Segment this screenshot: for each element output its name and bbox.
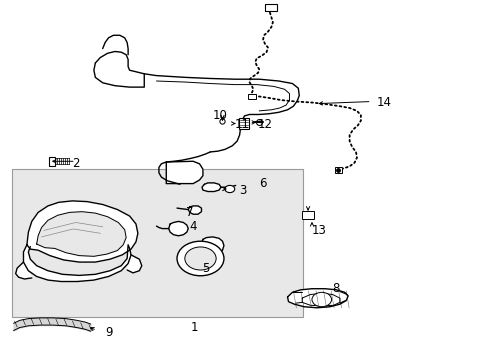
Polygon shape	[168, 221, 188, 236]
Text: 6: 6	[259, 177, 266, 190]
Polygon shape	[202, 183, 221, 192]
Text: 3: 3	[239, 184, 246, 197]
Text: 7: 7	[185, 206, 193, 219]
Text: 10: 10	[212, 109, 227, 122]
Bar	[302, 211, 314, 219]
Polygon shape	[95, 51, 299, 152]
Polygon shape	[27, 201, 138, 262]
Text: 9: 9	[105, 327, 112, 339]
Polygon shape	[102, 35, 128, 55]
Text: 5: 5	[202, 262, 209, 275]
Circle shape	[177, 241, 224, 276]
Text: 11: 11	[234, 118, 249, 131]
Bar	[12, 169, 303, 317]
Circle shape	[311, 292, 331, 307]
Text: 1: 1	[190, 321, 198, 334]
Bar	[334, 167, 342, 173]
Polygon shape	[200, 237, 224, 254]
Text: 8: 8	[332, 282, 339, 294]
Bar	[248, 94, 255, 99]
Text: 13: 13	[311, 224, 326, 237]
Text: 14: 14	[376, 96, 391, 109]
Polygon shape	[127, 255, 142, 273]
Polygon shape	[166, 161, 203, 184]
Circle shape	[224, 185, 234, 193]
Polygon shape	[37, 212, 126, 256]
Polygon shape	[287, 289, 347, 308]
Bar	[264, 4, 277, 11]
Polygon shape	[188, 206, 201, 214]
Text: 4: 4	[189, 220, 197, 233]
Bar	[238, 118, 249, 129]
Circle shape	[184, 247, 216, 270]
Bar	[49, 157, 55, 166]
Text: 12: 12	[257, 118, 272, 131]
Text: 2: 2	[72, 157, 80, 170]
Polygon shape	[94, 63, 144, 87]
Polygon shape	[16, 262, 32, 279]
Polygon shape	[23, 245, 131, 282]
